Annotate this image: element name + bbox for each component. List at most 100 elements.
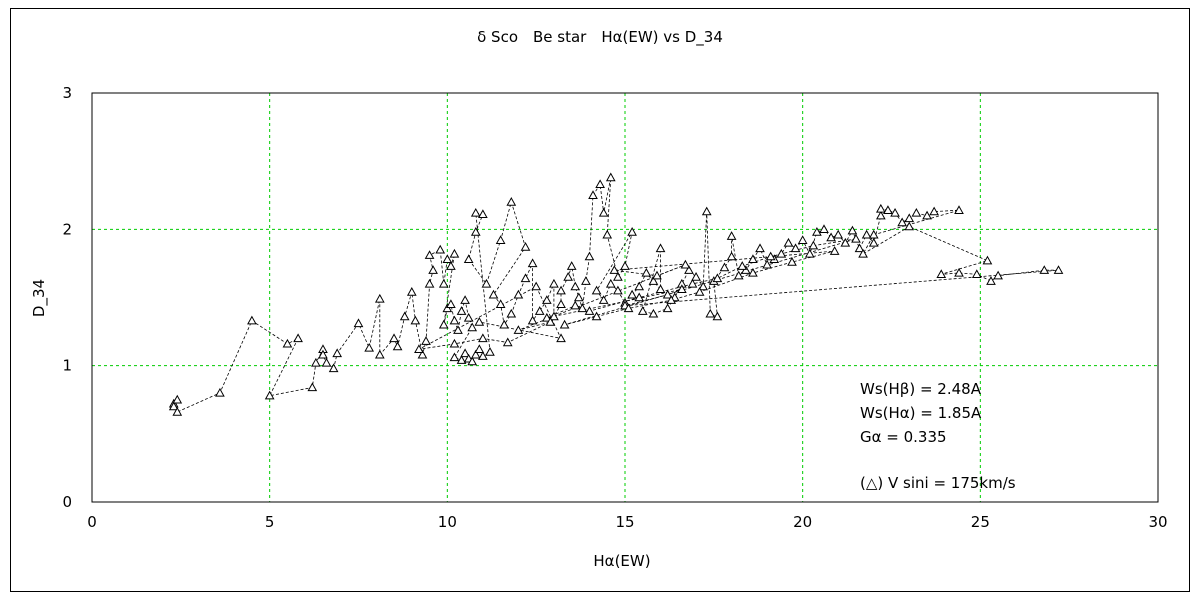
data-point (247, 315, 257, 325)
data-point (449, 338, 460, 348)
data-point (652, 270, 662, 280)
data-point (446, 299, 456, 309)
x-tick-label: 25 (971, 513, 990, 531)
data-point (712, 273, 723, 283)
data-point (971, 269, 982, 279)
data-point (563, 272, 573, 281)
data-point (506, 308, 517, 318)
data-point (662, 289, 673, 299)
data-point (485, 347, 495, 356)
data-point (541, 295, 552, 304)
data-point (854, 243, 865, 253)
data-point (634, 292, 645, 302)
data-point (936, 269, 947, 279)
data-point (790, 243, 801, 253)
data-point (332, 348, 343, 358)
data-point (595, 179, 605, 189)
data-point (215, 387, 225, 397)
data-point (851, 233, 861, 243)
x-tick-label: 15 (615, 513, 634, 531)
data-point (787, 257, 797, 266)
data-point (591, 285, 602, 295)
data-point (531, 281, 542, 291)
annotation-g-alpha: Gα = 0.335 (860, 428, 947, 446)
gridlines (92, 93, 1158, 502)
annotation-ws-hbeta: Ws(Hβ) = 2.48A (860, 380, 982, 398)
data-point (613, 272, 623, 281)
data-point (470, 227, 481, 236)
data-point (513, 325, 524, 334)
data-point (456, 306, 467, 315)
data-point (293, 333, 303, 343)
y-tick-label: 0 (62, 493, 72, 511)
data-point (449, 248, 460, 258)
data-point (584, 306, 595, 315)
data-point (641, 267, 652, 277)
data-point (726, 231, 737, 240)
data-point (737, 261, 748, 270)
data-point (545, 317, 556, 326)
x-tick-label: 10 (438, 513, 457, 531)
data-point (655, 243, 666, 253)
data-point (868, 237, 879, 247)
data-point (623, 303, 634, 313)
x-tick-label: 0 (87, 513, 97, 531)
data-point (833, 229, 844, 239)
data-point (986, 276, 996, 285)
data-point (684, 265, 694, 274)
x-axis-label: Hα(EW) (593, 552, 650, 570)
x-tick-label: 5 (265, 513, 275, 531)
data-point (449, 352, 460, 362)
data-point (755, 243, 765, 253)
data-point (470, 207, 481, 217)
data-point (819, 224, 829, 234)
data-point (481, 278, 492, 288)
data-point (520, 242, 531, 251)
data-point (556, 299, 566, 309)
data-point (634, 281, 645, 291)
data-point (460, 348, 470, 358)
data-point (648, 308, 659, 318)
data-point (861, 229, 872, 239)
data-point (556, 333, 566, 343)
data-point (797, 235, 808, 244)
data-point (627, 289, 637, 299)
y-tick-label: 3 (62, 84, 72, 102)
data-point (392, 341, 403, 351)
data-point (904, 213, 915, 223)
data-point (762, 259, 772, 269)
data-point (748, 267, 758, 277)
data-point (982, 255, 993, 265)
data-point (428, 265, 438, 274)
data-point (609, 265, 620, 274)
data-point (858, 248, 868, 258)
data-point (829, 246, 840, 255)
data-point (677, 284, 687, 294)
data-point (581, 276, 591, 285)
data-point (541, 312, 552, 322)
data-point (424, 250, 435, 259)
data-point (922, 210, 932, 220)
data-point (954, 205, 964, 214)
data-point (435, 244, 446, 254)
data-point (598, 207, 609, 217)
data-point (637, 306, 648, 315)
data-point (648, 276, 659, 285)
data-point (424, 278, 435, 288)
x-tick-label: 30 (1148, 513, 1167, 531)
data-point (421, 336, 431, 345)
data-point (506, 197, 517, 206)
plot-area-border (91, 92, 1159, 503)
data-point (374, 349, 385, 359)
data-point (566, 261, 577, 270)
data-point (453, 325, 463, 334)
data-point (588, 190, 598, 199)
data-point (467, 322, 478, 332)
data-point (527, 258, 538, 268)
data-point (527, 315, 538, 325)
data-point (549, 278, 559, 288)
data-point (478, 351, 488, 360)
data-point (374, 293, 385, 303)
data-point (662, 303, 673, 313)
